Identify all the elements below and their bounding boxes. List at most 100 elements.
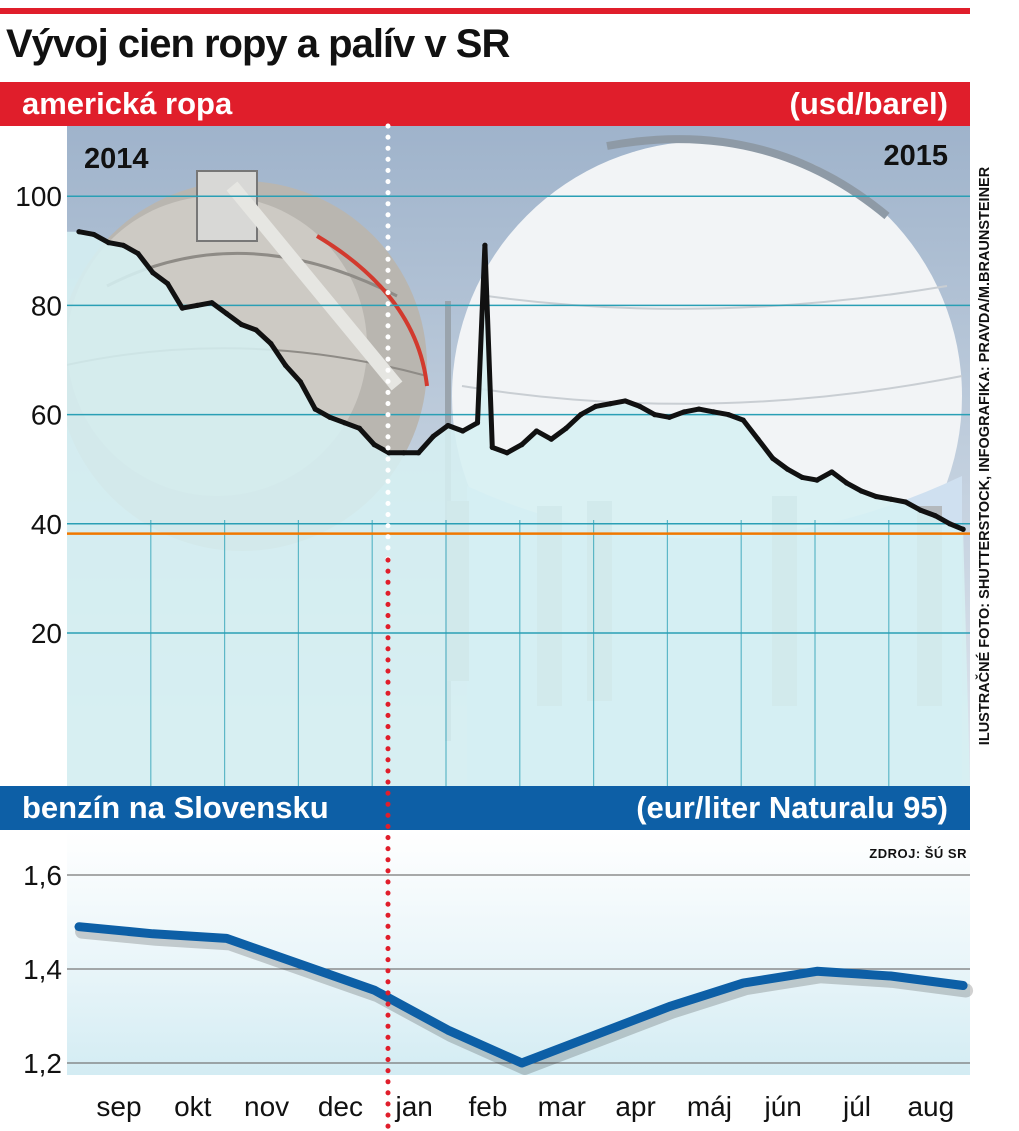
oil-data-point <box>740 417 746 423</box>
oil-data-point <box>386 450 392 456</box>
gasoline-header-band: benzín na Slovensku (eur/liter Naturalu … <box>0 786 970 830</box>
oil-data-point <box>371 442 377 448</box>
month-label: feb <box>469 1091 508 1122</box>
year-label-2014: 2014 <box>84 143 149 175</box>
gasoline-data-point <box>297 961 304 968</box>
oil-data-point <box>356 425 363 431</box>
oil-data-point <box>666 414 673 420</box>
oil-data-point <box>814 477 820 483</box>
oil-data-point <box>474 420 481 426</box>
gasoline-data-point <box>592 1031 599 1038</box>
gasoline-data-point <box>740 980 747 987</box>
oil-data-point <box>105 240 112 246</box>
gasoline-data-point <box>518 1060 525 1066</box>
oil-data-point <box>489 444 495 450</box>
oil-data-point <box>445 422 451 429</box>
oil-data-point <box>224 310 230 317</box>
oil-data-point <box>578 412 584 418</box>
gasoline-data-point <box>76 923 82 930</box>
oil-data-point <box>696 406 702 412</box>
oil-data-point <box>622 398 628 404</box>
oil-data-point <box>829 469 835 475</box>
oil-data-point <box>799 474 805 480</box>
gasoline-ytick-label: 1,2 <box>23 1048 62 1079</box>
month-label: jan <box>395 1091 433 1122</box>
oil-data-point <box>607 401 613 407</box>
oil-data-point <box>725 412 732 418</box>
gasoline-data-point <box>371 987 378 994</box>
oil-data-point <box>415 450 422 456</box>
oil-data-point <box>755 436 761 442</box>
oil-data-point <box>770 455 776 461</box>
month-label: aug <box>907 1091 954 1122</box>
oil-data-point <box>593 403 599 410</box>
oil-data-point <box>917 507 923 513</box>
top-rule <box>0 8 970 14</box>
oil-data-point <box>253 327 259 333</box>
gasoline-data-point <box>445 1027 451 1034</box>
month-label: okt <box>174 1091 212 1122</box>
oil-ytick-label: 80 <box>31 290 62 321</box>
month-label: jún <box>764 1091 802 1122</box>
gasoline-ytick-label: 1,6 <box>23 860 62 891</box>
oil-data-point <box>711 409 717 415</box>
oil-data-point <box>327 414 333 420</box>
oil-data-point <box>637 403 643 410</box>
month-label: máj <box>687 1091 732 1122</box>
oil-data-point <box>120 242 126 248</box>
oil-data-point <box>902 499 909 505</box>
oil-data-point <box>283 362 289 369</box>
oil-data-point <box>430 433 436 440</box>
oil-data-point <box>76 229 82 235</box>
oil-data-point <box>960 526 966 532</box>
oil-data-point <box>652 412 658 418</box>
oil-data-point <box>784 466 791 472</box>
month-label: nov <box>244 1091 289 1122</box>
oil-data-point <box>268 341 274 347</box>
oil-data-point <box>312 406 318 412</box>
month-label: apr <box>615 1091 655 1122</box>
gasoline-chart-background <box>67 830 970 1075</box>
month-label: sep <box>96 1091 141 1122</box>
oil-data-point <box>563 425 569 431</box>
oil-data-point <box>681 409 687 415</box>
oil-data-point <box>297 379 303 385</box>
oil-header-band: americká ropa (usd/barel) <box>0 82 970 126</box>
oil-data-point <box>194 302 200 308</box>
gasoline-data-point <box>223 935 230 942</box>
oil-data-point <box>873 493 879 500</box>
oil-data-point <box>460 428 466 434</box>
gasoline-chart-unit: (eur/liter Naturalu 95) <box>636 790 948 825</box>
gasoline-data-point <box>887 973 894 980</box>
oil-data-point <box>209 300 215 306</box>
oil-data-point <box>179 305 185 311</box>
oil-ytick-label: 20 <box>31 618 62 649</box>
oil-data-point <box>858 488 864 494</box>
oil-data-point <box>947 521 953 527</box>
oil-data-point <box>533 428 540 434</box>
gasoline-data-point <box>149 930 156 937</box>
month-label: dec <box>318 1091 363 1122</box>
oil-data-point <box>932 513 938 519</box>
month-label: júl <box>842 1091 871 1122</box>
oil-data-point <box>238 321 244 328</box>
gasoline-data-point <box>814 968 820 975</box>
gasoline-data-point <box>666 1003 673 1010</box>
oil-chart-unit: (usd/barel) <box>789 86 948 121</box>
oil-data-point <box>91 231 97 238</box>
oil-data-point <box>548 436 554 442</box>
year-label-2015: 2015 <box>883 140 948 172</box>
oil-data-point <box>843 480 850 486</box>
gasoline-line-shadow <box>75 924 974 1075</box>
oil-ytick-label: 40 <box>31 509 62 540</box>
source-note: ZDROJ: ŠÚ SR <box>869 846 967 861</box>
oil-data-point <box>135 250 141 257</box>
oil-ytick-label: 100 <box>15 181 62 212</box>
gasoline-data-point <box>960 982 967 989</box>
oil-price-area <box>67 231 970 786</box>
oil-data-point <box>150 270 156 276</box>
oil-data-point <box>164 280 171 287</box>
oil-data-point <box>342 420 348 426</box>
oil-data-point <box>482 242 488 248</box>
